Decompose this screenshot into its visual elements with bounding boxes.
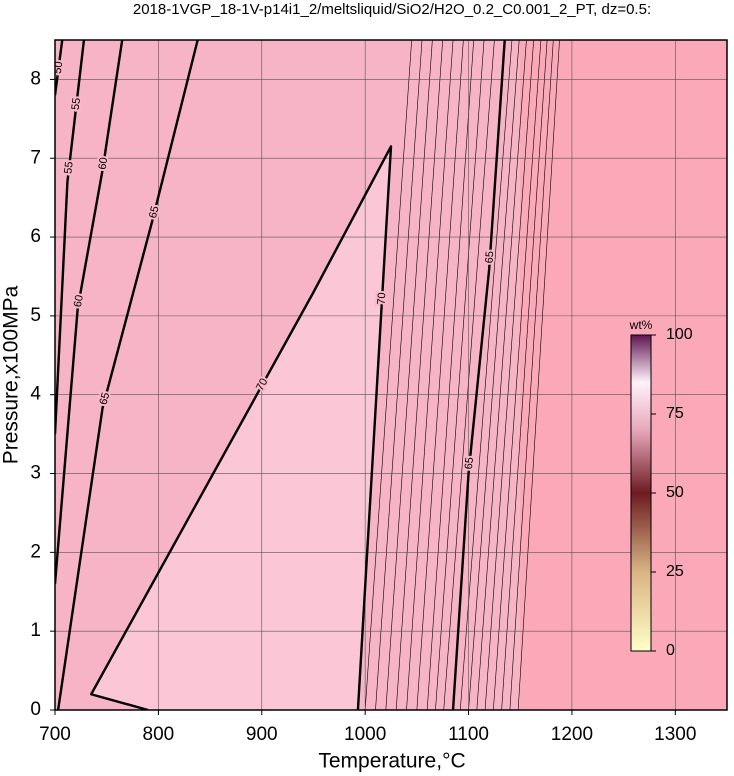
colorbar-tick-label: 75 [666,405,684,422]
thin-contour [517,40,560,710]
x-axis-label: Temperature,°C [318,750,465,773]
thin-contour [406,40,454,710]
x-tick-label: 1100 [448,724,489,745]
thin-contour [509,40,554,710]
contour-label: 65 [98,391,113,406]
colorbar-tick-label: 0 [666,642,675,659]
y-tick-label: 0 [30,699,41,720]
contour-label: 55 [70,97,83,111]
y-tick-label: 6 [30,226,41,247]
contour-label: 60 [97,157,111,171]
plot-region [520,40,727,710]
x-tick-label: 900 [246,724,278,745]
contour-line [89,145,393,710]
contour-label: 60 [72,294,86,308]
y-axis-label: Pressure,x100MPa [0,285,23,464]
contour-label: 65 [463,457,476,470]
contour-label: 65 [147,205,162,220]
y-tick-label: 8 [30,68,41,89]
x-tick-label: 800 [143,724,175,745]
colorbar-tick-label: 100 [666,326,693,343]
colorbar-label: wt% [629,318,653,332]
thin-contour [416,40,464,710]
contour-line [55,40,64,96]
colorbar-tick-label: 25 [666,563,684,580]
y-tick-label: 3 [30,463,41,484]
thin-contour [459,40,513,710]
contour-line [55,40,86,435]
contour-label: 70 [376,292,389,305]
x-tick-label: 700 [39,724,71,745]
contour-line [451,40,506,710]
y-tick-label: 2 [30,541,41,562]
thin-contour [468,40,520,710]
contour-line [55,40,124,584]
thin-contour [435,40,485,710]
colorbar-tick-label: 50 [666,484,684,501]
x-tick-label: 1300 [654,724,696,745]
y-tick-label: 1 [30,620,41,641]
thin-contour [385,40,433,710]
thin-contour [443,40,495,710]
y-tick-label: 7 [30,147,41,168]
plot-frame [54,39,728,711]
thin-contour [426,40,475,710]
thin-contour [395,40,443,710]
y-tick-label: 4 [30,384,41,405]
thin-contour [493,40,542,710]
thin-contour [364,40,412,710]
thin-contour [501,40,548,710]
chart-title: 2018-1VGP_18-1V-p14i1_2/meltsliquid/SiO2… [133,1,651,18]
y-tick-label: 5 [30,305,41,326]
contour-label: 65 [483,251,496,264]
x-tick-label: 1000 [344,724,386,745]
contour-line [56,40,199,710]
colorbar [630,334,652,652]
x-tick-label: 1200 [551,724,593,745]
thin-contour [484,40,534,710]
contour-region [91,146,391,710]
contour-label: 55 [62,161,75,175]
thin-contour [375,40,423,710]
contour-label: 50 [52,61,65,75]
thin-contour [476,40,527,710]
